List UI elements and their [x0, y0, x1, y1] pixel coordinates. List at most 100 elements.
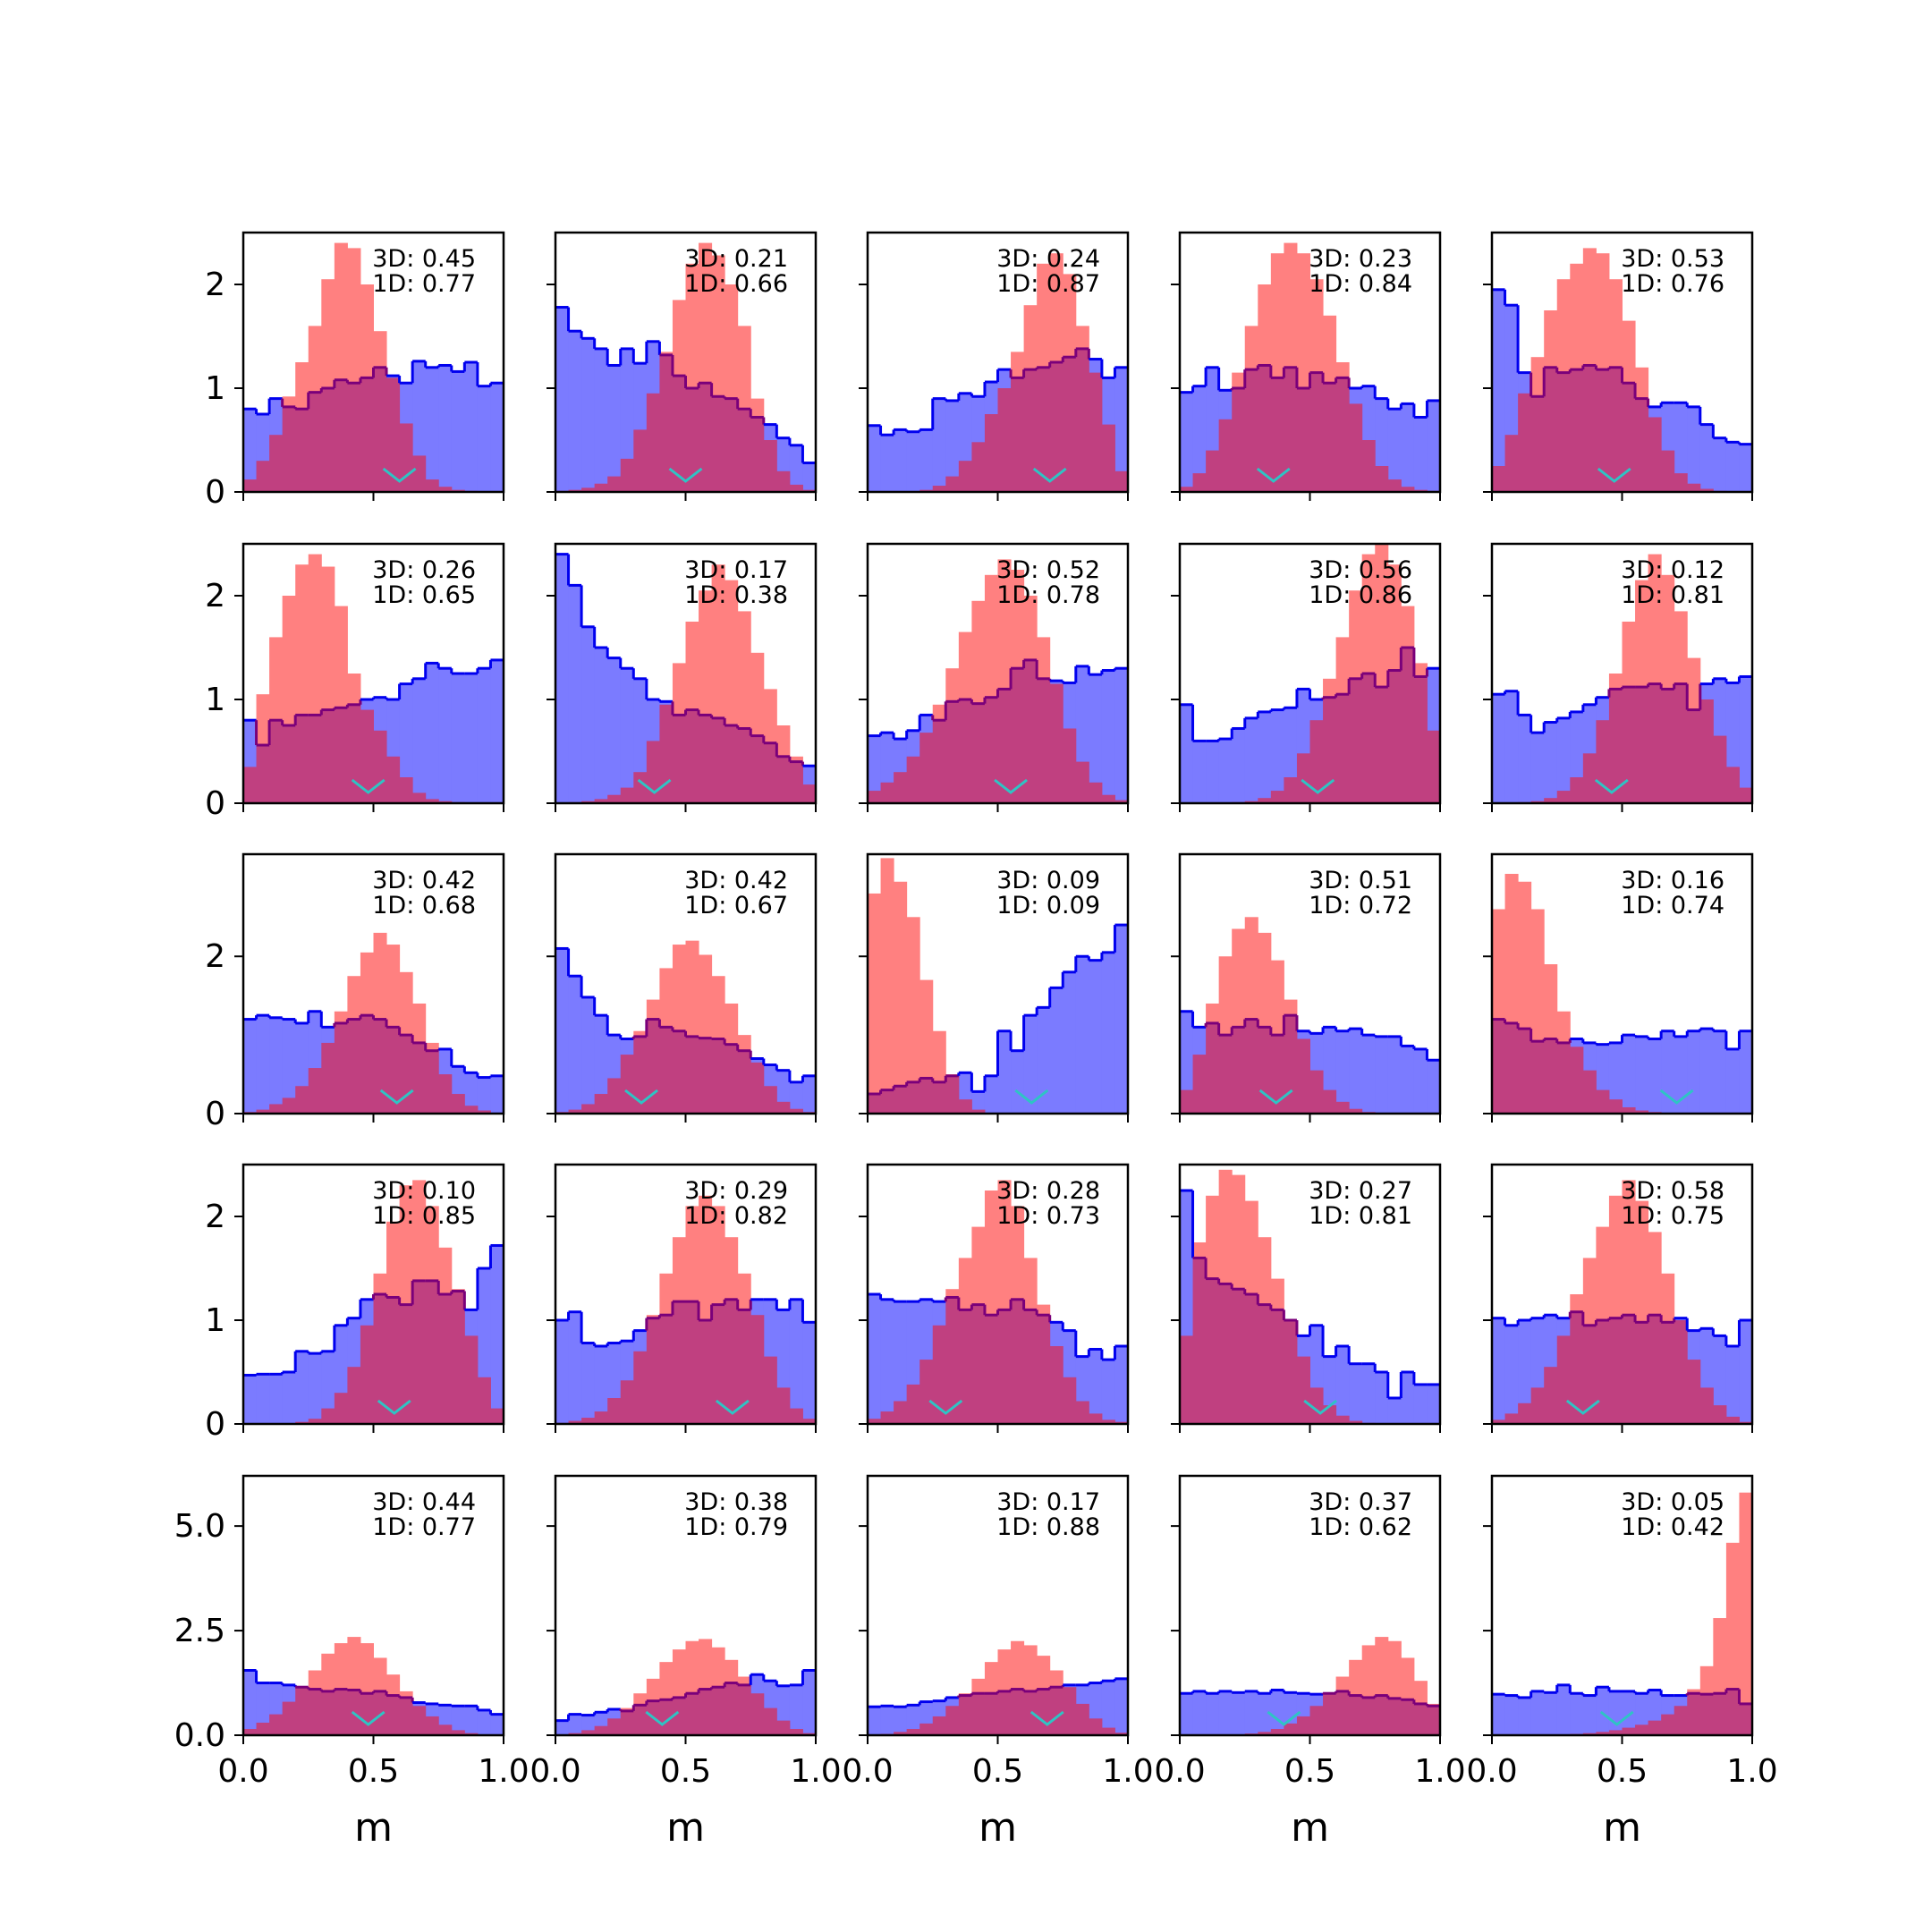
overlap-bar — [1401, 487, 1415, 492]
x-tick-label: 0.5 — [972, 1753, 1023, 1790]
blue-bar — [1401, 1372, 1415, 1424]
overlap-bar — [1063, 1687, 1077, 1735]
overlap-bar — [295, 1687, 309, 1735]
red-bar — [699, 242, 713, 384]
blue-bar — [1622, 1690, 1636, 1735]
y-tick-label: 1 — [205, 1302, 225, 1339]
blue-bar — [607, 657, 622, 803]
overlap-bar — [282, 1701, 296, 1735]
red-bar — [412, 1003, 427, 1043]
x-axis-label: m — [1603, 1805, 1641, 1851]
red-bar — [1556, 1011, 1571, 1043]
true-value-marker — [1303, 1399, 1338, 1415]
overlap-bar — [425, 799, 439, 803]
overlap-bar — [971, 1693, 986, 1735]
red-bar — [321, 1653, 335, 1691]
blue-bar — [490, 659, 504, 803]
blue-bar — [243, 1019, 258, 1114]
label-1d: 1D: 0.86 — [1309, 581, 1412, 609]
overlap-bar — [1335, 1101, 1350, 1114]
red-bar — [412, 1180, 427, 1281]
overlap-bar — [1244, 1294, 1258, 1424]
overlap-bar — [1180, 1335, 1194, 1424]
overlap-bar — [1361, 674, 1376, 803]
red-bar — [971, 1226, 986, 1305]
label-1d: 1D: 0.42 — [1621, 1513, 1724, 1541]
blue-bar — [568, 1311, 582, 1424]
red-bar — [1361, 1645, 1376, 1698]
overlap-bar — [932, 1325, 946, 1424]
true-value-marker — [1301, 778, 1335, 794]
overlap-bar — [699, 715, 713, 803]
red-bar — [672, 300, 686, 377]
blue-bar — [1349, 1363, 1363, 1424]
red-bar — [334, 606, 348, 708]
blue-bar — [789, 1299, 803, 1424]
red-bar — [282, 596, 296, 725]
red-bar — [1335, 1676, 1350, 1691]
x-axis-label: m — [1291, 1805, 1329, 1851]
overlap-bar — [1023, 369, 1038, 492]
blue-bar — [1387, 1398, 1402, 1424]
plot-area — [555, 1639, 816, 1735]
overlap-bar — [594, 1725, 608, 1735]
red-bar — [699, 954, 713, 1038]
overlap-bar — [1570, 369, 1584, 492]
overlap-bar — [659, 354, 674, 492]
red-bar — [256, 694, 270, 746]
overlap-bar — [308, 1068, 322, 1114]
red-bar — [1687, 657, 1701, 710]
overlap-bar — [464, 1106, 479, 1114]
red-bar — [308, 554, 322, 716]
overlap-bar — [1309, 1387, 1324, 1424]
plot-area — [555, 553, 816, 803]
red-bar — [1518, 881, 1532, 1030]
overlap-bar — [1608, 1318, 1623, 1424]
blue-bar — [1427, 400, 1440, 492]
overlap-bar — [347, 1367, 361, 1424]
overlap-bar — [724, 398, 739, 492]
overlap-bar — [1375, 466, 1389, 492]
blue-bar — [308, 1353, 322, 1424]
blue-bar — [1361, 1035, 1376, 1114]
blue-bar — [1427, 1060, 1440, 1114]
red-bar — [1582, 248, 1597, 366]
red-bar — [1375, 544, 1389, 688]
overlap-bar — [646, 393, 660, 492]
overlap-bar — [1635, 1110, 1649, 1114]
red-bar — [984, 1662, 998, 1694]
overlap-bar — [308, 715, 322, 803]
overlap-bar — [945, 701, 960, 803]
overlap-bar — [1492, 1419, 1506, 1424]
label-3d: 3D: 0.26 — [372, 556, 476, 584]
overlap-bar — [1504, 1022, 1519, 1114]
red-bar — [1206, 1003, 1220, 1023]
overlap-bar — [334, 1022, 348, 1114]
overlap-bar — [763, 1707, 777, 1735]
overlap-bar — [1037, 678, 1051, 803]
overlap-bar — [868, 1094, 882, 1114]
true-value-marker — [715, 1399, 750, 1415]
overlap-bar — [1335, 694, 1350, 803]
overlap-bar — [1089, 372, 1103, 492]
overlap-bar — [1725, 767, 1740, 803]
blue-bar — [1648, 1038, 1662, 1114]
overlap-bar — [295, 715, 309, 803]
red-bar — [1323, 315, 1337, 384]
blue-bar — [1492, 694, 1506, 803]
blue-bar — [880, 1706, 894, 1735]
overlap-bar — [894, 1086, 908, 1114]
red-bar — [1661, 574, 1675, 690]
overlap-bar — [451, 1291, 465, 1424]
overlap-bar — [789, 1408, 803, 1424]
overlap-bar — [1309, 1070, 1324, 1114]
true-value-marker — [1565, 1399, 1600, 1415]
overlap-bar — [399, 423, 413, 492]
overlap-bar — [1192, 1055, 1207, 1114]
label-1d: 1D: 0.87 — [996, 270, 1100, 298]
overlap-bar — [919, 1078, 934, 1114]
label-1d: 1D: 0.81 — [1621, 581, 1724, 609]
red-bar — [1635, 1200, 1649, 1323]
blue-bar — [1570, 1693, 1584, 1735]
red-bar — [685, 1640, 699, 1694]
